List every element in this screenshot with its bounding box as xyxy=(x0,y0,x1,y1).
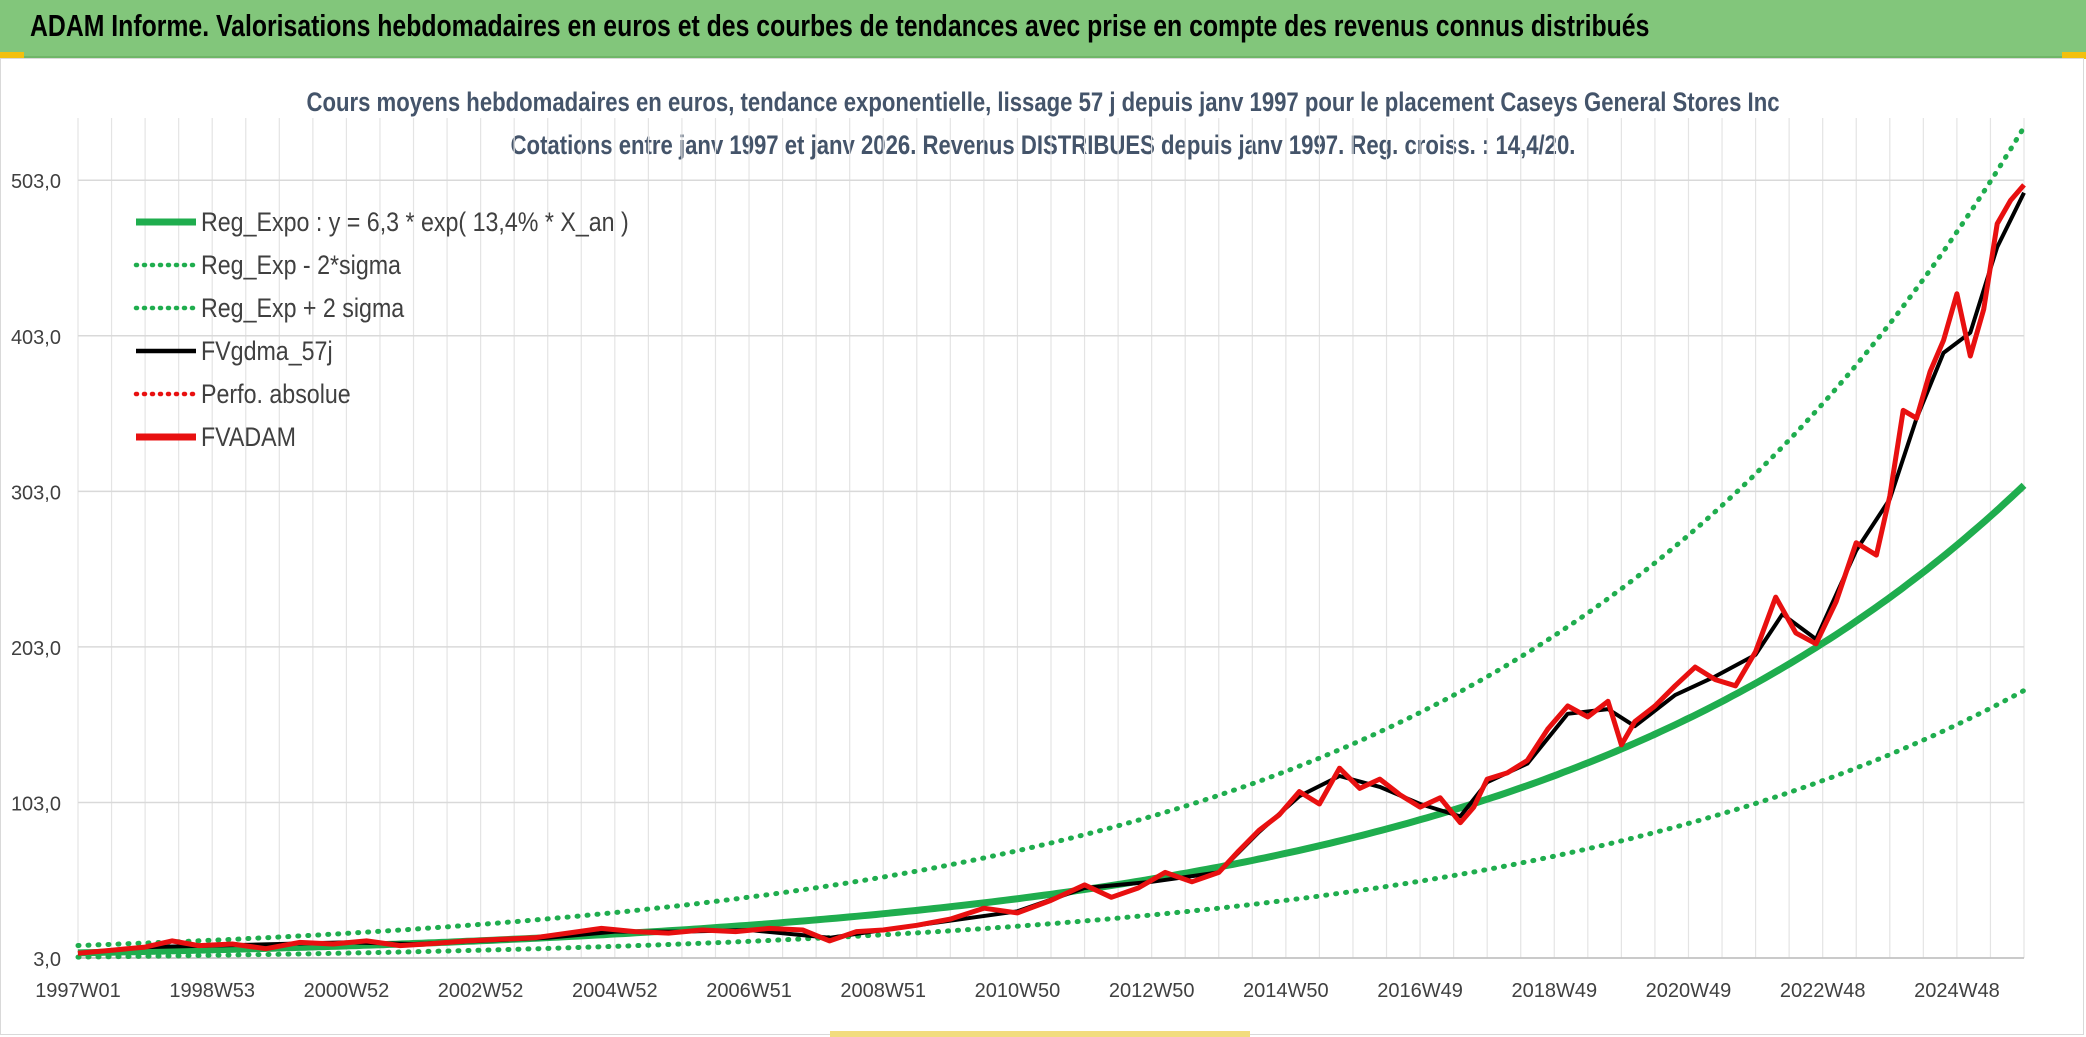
y-tick-label: 103,0 xyxy=(11,793,61,815)
bottom-mark xyxy=(830,1031,1250,1037)
x-tick-label: 2004W52 xyxy=(572,980,658,1002)
legend-label: Reg_Exp - 2*sigma xyxy=(201,250,401,280)
x-tick-label: 2022W48 xyxy=(1780,980,1866,1002)
chart-subtitle: Cotations entre janv 1997 et janv 2026. … xyxy=(511,131,1576,161)
x-tick-label: 2016W49 xyxy=(1377,980,1463,1002)
corner-mark-right xyxy=(2062,52,2086,59)
x-tick-label: 2010W50 xyxy=(975,980,1061,1002)
series-reg-exp-plus-2-sigma xyxy=(75,124,2027,948)
chart-title: Cours moyens hebdomadaires en euros, ten… xyxy=(306,88,1779,118)
x-tick-label: 2008W51 xyxy=(840,980,926,1002)
legend-label: Perfo. absolue xyxy=(201,379,351,409)
y-tick-label: 3,0 xyxy=(33,949,61,971)
y-tick-label: 303,0 xyxy=(11,482,61,504)
x-tick-label: 2002W52 xyxy=(438,980,524,1002)
x-tick-label: 1997W01 xyxy=(35,980,121,1002)
x-tick-label: 2000W52 xyxy=(304,980,390,1002)
chart-frame xyxy=(0,58,2084,1035)
x-tick-label: 2018W49 xyxy=(1511,980,1597,1002)
legend-label: FVADAM xyxy=(201,422,296,452)
legend-label: Reg_Exp + 2 sigma xyxy=(201,293,404,323)
x-tick-label: 1998W53 xyxy=(169,980,255,1002)
corner-mark-left xyxy=(0,52,24,59)
y-tick-label: 503,0 xyxy=(11,171,61,193)
legend-label: Reg_Expo : y = 6,3 * exp( 13,4% * X_an ) xyxy=(201,207,629,237)
series-fvadam xyxy=(77,183,2026,956)
y-tick-label: 403,0 xyxy=(11,327,61,349)
y-tick-label: 203,0 xyxy=(11,638,61,660)
x-tick-label: 2020W49 xyxy=(1646,980,1732,1002)
header-bar: ADAM Informe. Valorisations hebdomadaire… xyxy=(0,0,2086,58)
header-title: ADAM Informe. Valorisations hebdomadaire… xyxy=(30,8,1650,43)
legend-label: FVgdma_57j xyxy=(201,336,333,366)
x-tick-label: 2014W50 xyxy=(1243,980,1329,1002)
x-tick-label: 2012W50 xyxy=(1109,980,1195,1002)
x-tick-label: 2024W48 xyxy=(1914,980,2000,1002)
x-tick-label: 2006W51 xyxy=(706,980,792,1002)
series-reg-exp-minus-2-sigma xyxy=(75,688,2027,960)
